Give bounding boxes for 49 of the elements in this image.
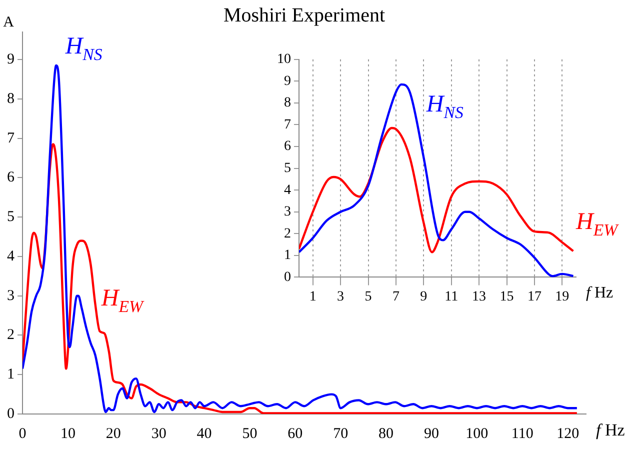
x-tick-label: 70 (333, 426, 348, 442)
x-tick-label: 20 (106, 426, 121, 442)
y-tick-label: 4 (7, 248, 15, 264)
y-tick-label: 2 (284, 226, 291, 242)
x-tick-label: 50 (242, 426, 258, 442)
y-tick-label: 0 (7, 406, 14, 422)
x-axis-title: f Hz (586, 284, 614, 302)
x-tick-label: 1 (309, 289, 316, 304)
y-tick-label: 4 (284, 182, 291, 198)
y-tick-label: 7 (284, 117, 291, 132)
x-tick-label: 100 (466, 426, 488, 442)
x-tick-label: 7 (392, 289, 400, 304)
y-tick-label: 5 (7, 209, 14, 226)
chart-title: Moshiri Experiment (223, 4, 386, 26)
line-series (299, 83, 574, 278)
x-tick-label: 120 (556, 426, 580, 442)
y-axis-title: A (3, 14, 14, 30)
x-tick-label: 60 (288, 426, 303, 442)
x-tick-label: 3 (337, 289, 344, 304)
x-tick-label: 30 (151, 426, 166, 442)
y-tick-label: 6 (7, 170, 15, 186)
x-tick-label: 80 (378, 426, 394, 442)
x-tick-label: 17 (527, 289, 542, 304)
x-tick-label: 19 (555, 289, 570, 304)
y-tick-label: 0 (284, 270, 291, 285)
x-tick-label: 40 (196, 426, 212, 442)
y-tick-label: 1 (284, 248, 291, 264)
y-tick-label: 9 (7, 52, 14, 68)
x-tick-label: 13 (472, 289, 486, 304)
y-tick-label: 8 (7, 90, 14, 107)
x-tick-label: 11 (444, 289, 458, 304)
x-tick-label: 15 (500, 289, 514, 304)
x-tick-label: 110 (511, 426, 534, 442)
x-tick-label: 10 (60, 426, 76, 442)
x-tick-label: 0 (18, 426, 26, 442)
x-axis-title: f Hz (596, 420, 626, 440)
y-tick-label: 7 (7, 130, 15, 146)
y-tick-label: 10 (277, 52, 291, 68)
y-tick-label: 8 (284, 96, 291, 111)
y-tick-label: 9 (284, 74, 291, 89)
y-tick-label: 2 (7, 327, 14, 344)
y-tick-label: 3 (284, 204, 291, 220)
y-tick-label: 5 (284, 160, 291, 176)
y-tick-label: 6 (284, 139, 291, 154)
x-tick-label: 90 (424, 426, 439, 442)
x-tick-label: 5 (364, 289, 372, 304)
line-series (299, 126, 574, 254)
y-tick-label: 1 (7, 366, 14, 383)
x-tick-label: 9 (420, 289, 428, 304)
